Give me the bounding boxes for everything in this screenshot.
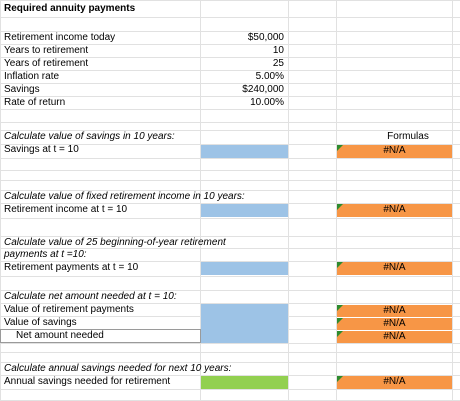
formula-cell[interactable]: #N/A [337, 305, 452, 317]
input-value[interactable]: $50,000 [247, 32, 284, 43]
gridline [0, 362, 460, 363]
formulas-header: Formulas [387, 131, 429, 142]
section-heading: Calculate value of fixed retirement inco… [4, 191, 245, 202]
input-value[interactable]: 25 [272, 58, 284, 69]
gridline [336, 0, 337, 401]
answer-cell[interactable] [201, 376, 288, 389]
error-indicator-icon [337, 262, 343, 268]
input-label: Rate of return [4, 97, 66, 108]
gridline [0, 83, 460, 84]
formula-cell[interactable]: #N/A [337, 318, 452, 330]
gridline [0, 290, 460, 291]
gridline [0, 248, 460, 249]
section-heading: Calculate net amount needed at t = 10: [4, 291, 177, 302]
gridline [0, 389, 460, 390]
error-indicator-icon [337, 204, 343, 210]
gridline [0, 170, 460, 171]
gridline [0, 261, 460, 262]
input-value[interactable]: 5.00% [255, 71, 284, 82]
error-indicator-icon [337, 376, 343, 382]
section-heading: Calculate value of savings in 10 years: [4, 131, 175, 142]
gridline [0, 0, 460, 1]
gridline [0, 375, 460, 376]
gridline [288, 0, 289, 401]
formula-cell[interactable]: #N/A [337, 262, 452, 275]
gridline [0, 96, 460, 97]
row-label: Annual savings needed for retirement [4, 376, 171, 387]
input-value[interactable]: 10.00% [250, 97, 284, 108]
formula-cell[interactable]: #N/A [337, 331, 452, 343]
error-indicator-icon [337, 331, 343, 337]
gridline [0, 352, 460, 353]
input-value[interactable]: $240,000 [242, 84, 284, 95]
gridline [0, 17, 460, 18]
formula-cell[interactable]: #N/A [337, 204, 452, 217]
gridline [0, 303, 460, 304]
gridline [0, 276, 460, 277]
section-heading: Calculate value of 25 beginning-of-year … [4, 237, 226, 248]
answer-cell[interactable] [201, 262, 288, 275]
gridline [0, 0, 1, 401]
gridline [0, 31, 460, 32]
gridline [0, 190, 460, 191]
section-heading: payments at t =10: [4, 249, 87, 260]
input-label: Inflation rate [4, 71, 60, 82]
formula-cell[interactable]: #N/A [337, 376, 452, 389]
answer-cell[interactable] [201, 204, 288, 217]
gridline [0, 144, 460, 145]
row-label: Retirement income at t = 10 [4, 204, 128, 215]
error-indicator-icon [337, 318, 343, 324]
gridline [0, 44, 460, 45]
gridline [0, 57, 460, 58]
row-label: Value of savings [4, 317, 77, 328]
input-label: Years of retirement [4, 58, 89, 69]
gridline [0, 343, 460, 344]
gridline [0, 109, 460, 110]
row-label: Retirement payments at t = 10 [4, 262, 139, 273]
sheet-title: Required annuity payments [4, 3, 136, 14]
formula-cell[interactable]: #N/A [337, 145, 452, 158]
error-indicator-icon [337, 145, 343, 151]
gridline [0, 158, 460, 159]
input-label: Years to retirement [4, 45, 89, 56]
input-label: Retirement income today [4, 32, 116, 43]
gridline [200, 0, 201, 401]
input-label: Savings [4, 84, 40, 95]
error-indicator-icon [337, 305, 343, 311]
section-heading: Calculate annual savings needed for next… [4, 363, 232, 374]
gridline [0, 236, 460, 237]
selected-cell-border [0, 329, 201, 343]
input-value[interactable]: 10 [272, 45, 284, 56]
row-label: Savings at t = 10 [4, 144, 79, 155]
row-label: Value of retirement payments [4, 304, 134, 315]
gridline [0, 130, 460, 131]
gridline [0, 203, 460, 204]
gridline [452, 0, 453, 401]
answer-cell[interactable] [201, 145, 288, 158]
gridline [0, 180, 460, 181]
gridline [0, 218, 460, 219]
gridline [0, 70, 460, 71]
row-label: Net amount needed [16, 330, 104, 341]
answer-cell[interactable] [201, 304, 288, 343]
gridline [0, 122, 460, 123]
